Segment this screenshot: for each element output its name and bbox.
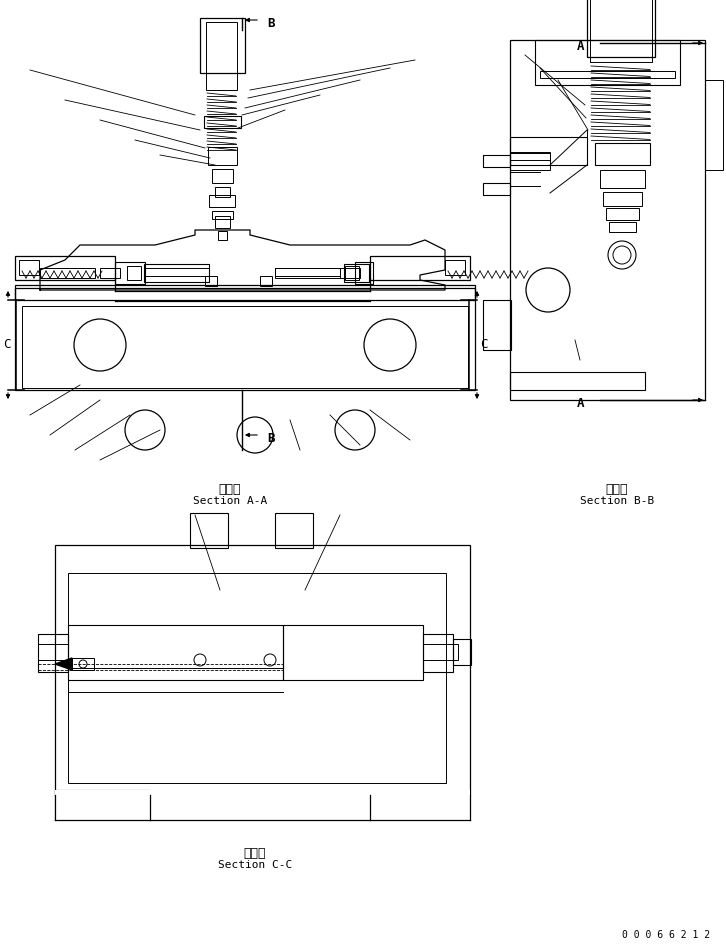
Bar — [68, 625, 283, 680]
Text: B: B — [267, 17, 274, 30]
Bar — [275, 513, 313, 548]
Bar — [275, 268, 340, 276]
Bar — [590, 0, 652, 62]
Text: 断　面: 断 面 — [244, 847, 266, 860]
Bar — [510, 40, 705, 400]
Bar — [190, 513, 228, 548]
Bar — [206, 22, 237, 90]
Bar — [260, 276, 272, 286]
Bar — [15, 256, 115, 280]
Bar — [127, 266, 141, 280]
Bar — [445, 260, 465, 275]
Bar — [483, 183, 510, 195]
Text: B: B — [267, 432, 274, 445]
Text: C: C — [480, 338, 487, 350]
Text: A: A — [577, 397, 584, 410]
Bar — [144, 268, 209, 276]
Bar — [200, 18, 245, 73]
Bar — [355, 262, 373, 284]
Text: 0 0 0 6 6 2 1 2: 0 0 0 6 6 2 1 2 — [622, 930, 710, 940]
Bar — [38, 644, 68, 660]
Bar — [22, 306, 468, 388]
Bar — [209, 195, 235, 207]
Text: Section A-A: Section A-A — [193, 496, 267, 506]
Bar — [600, 170, 645, 188]
Bar — [606, 208, 639, 220]
Text: 断　面: 断 面 — [605, 483, 628, 496]
Bar — [212, 169, 233, 183]
Bar — [423, 644, 458, 660]
Bar — [283, 625, 423, 680]
Bar — [115, 262, 145, 284]
Bar — [72, 658, 94, 670]
Bar — [340, 268, 360, 278]
Bar — [423, 634, 453, 672]
Bar — [510, 152, 550, 170]
Bar — [68, 573, 446, 783]
Text: Section C-C: Section C-C — [218, 860, 292, 870]
Bar — [609, 222, 636, 232]
Text: Section B-B: Section B-B — [580, 496, 654, 506]
Text: C: C — [3, 338, 10, 350]
Bar — [38, 634, 68, 672]
Text: 断　面: 断 面 — [219, 483, 241, 496]
Bar — [595, 143, 650, 165]
Bar — [453, 639, 471, 665]
Bar — [345, 266, 359, 280]
Bar — [218, 231, 227, 240]
Bar — [15, 285, 475, 390]
Bar — [483, 300, 511, 350]
Bar — [205, 276, 217, 286]
Bar — [587, 0, 655, 57]
Bar — [705, 80, 723, 170]
Bar — [370, 256, 470, 280]
Bar — [215, 216, 230, 228]
Bar — [603, 192, 642, 206]
Bar — [535, 40, 680, 85]
Bar — [510, 153, 550, 160]
Bar — [215, 187, 230, 197]
Bar — [204, 116, 241, 128]
Bar — [275, 268, 340, 278]
Bar — [212, 211, 233, 219]
Bar — [55, 790, 150, 820]
Bar — [540, 71, 675, 78]
Bar — [344, 264, 369, 282]
Bar — [40, 268, 95, 278]
Bar — [15, 288, 475, 300]
Bar — [55, 790, 470, 825]
Text: A: A — [577, 40, 584, 53]
Bar — [483, 155, 510, 167]
Bar — [510, 137, 587, 165]
Polygon shape — [55, 658, 72, 670]
Bar — [55, 545, 470, 795]
Bar — [144, 264, 209, 282]
Bar — [510, 372, 645, 390]
Bar — [100, 268, 120, 278]
Bar — [208, 147, 237, 165]
Bar — [19, 260, 39, 275]
